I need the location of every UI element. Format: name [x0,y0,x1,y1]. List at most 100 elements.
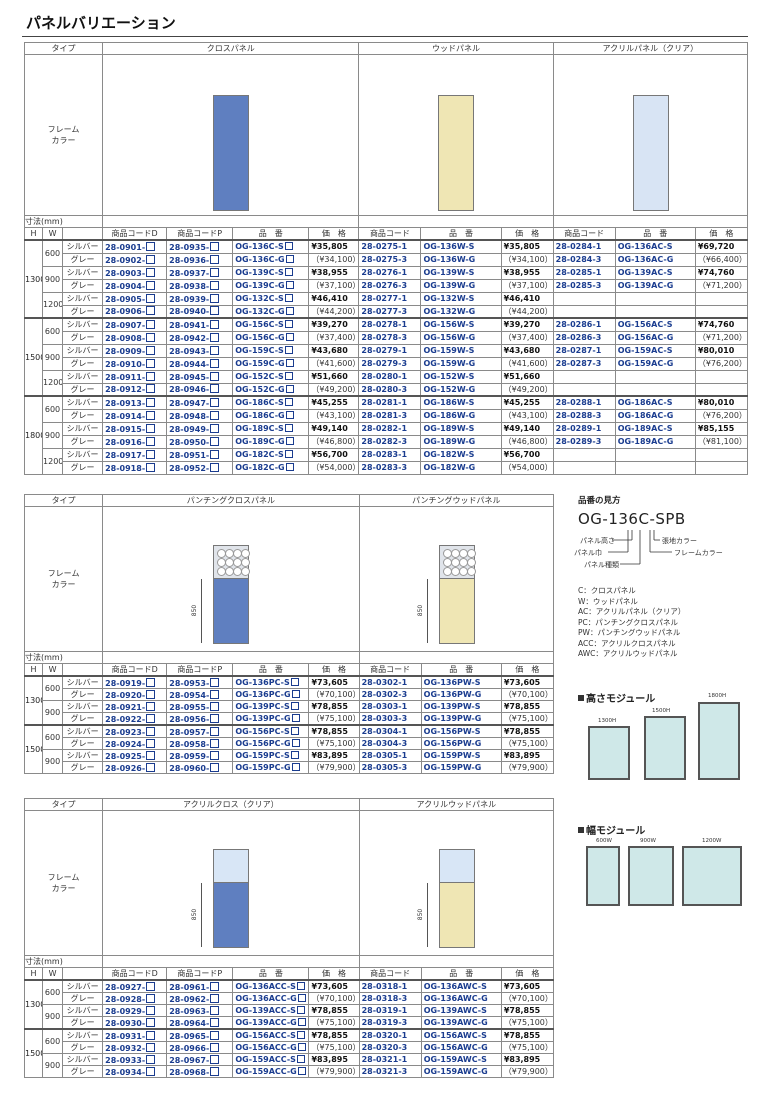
width-module-title: 幅モジュール [578,822,645,837]
checkbox-icon [146,293,156,303]
model-number: OG-139AC-G [614,278,696,293]
width-value: 600 [42,979,64,1005]
checkbox-icon [210,689,220,699]
silver-label: シルバー [62,447,104,462]
price-header: 価 格 [694,227,749,241]
price: ¥78,855 [500,1004,555,1017]
product-code-p: 28-0938- [166,278,234,293]
checkbox-icon [210,1042,220,1052]
checkbox-icon [146,254,156,264]
code-text: 28-0927- [105,982,146,992]
checkbox-icon [146,677,156,687]
model-number: OG-156ACC-S [232,1028,310,1042]
product-header: クロスパネル [102,42,360,55]
checkbox-icon [146,398,156,407]
gray-label: グレー [62,460,104,475]
model-number: OG-136AC-G [614,252,696,267]
model-number: OG-136ACC-S [232,979,310,993]
width-module-900 [628,846,674,906]
product-code-p: 28-0950- [166,434,234,449]
price: （¥49,200） [500,382,554,397]
product-code: 28-0282-3 [358,434,422,449]
product-code-d: 28-0924- [102,737,168,750]
checkbox-icon [296,1055,305,1063]
checkbox-icon [210,1017,220,1027]
gray-label: グレー [62,1041,104,1054]
model-header: 品 番 [232,227,310,241]
product-code: 28-0279-3 [358,356,422,371]
price: ¥80,010 [694,395,749,410]
model-number: OG-159C-G [232,356,310,371]
punch-holes [442,549,476,576]
section-3-table: タイプ アクリルクロス（クリア） アクリルウッドパネル フレーム カラー 850 850 寸法… [23,798,555,1078]
product-code: 28-0280-1 [358,369,422,384]
product-code-d: 28-0902- [102,252,168,267]
naming-part-height: パネル高さ [580,537,615,545]
model-number [614,291,696,306]
legend-item: W：ウッドパネル [578,596,638,606]
silver-label: シルバー [62,317,104,332]
dimension-850: 850 [191,908,199,921]
product-code-p: 28-0961- [166,979,234,993]
price: （¥49,200） [308,382,360,397]
model-number: OG-186W-G [420,408,502,423]
product-code-d: 28-0926- [102,761,168,774]
price: ¥80,010 [694,343,749,358]
code-text: 28-0946- [169,385,210,395]
checkbox-icon [146,1017,156,1027]
frame-color-label: フレーム カラー [23,810,104,956]
checkbox-icon [285,411,294,419]
panel-lower-illustration [438,882,475,948]
product-code [552,291,616,306]
price: ¥83,895 [308,749,360,762]
model-number: OG-136PW-G [420,688,502,701]
model-text: OG-152C-G [235,384,285,394]
silver-label: シルバー [62,369,104,384]
width-value: 600 [42,675,64,701]
naming-legend: C：クロスパネル W：ウッドパネル AC：アクリルパネル（クリア） PC：パンチングク… [578,586,685,660]
product-code-d: 28-0915- [102,421,168,436]
naming-part-fabric-color: 張地カラー [662,537,697,545]
width-value: 900 [42,749,64,774]
code-text: 28-0947- [169,398,210,408]
model-number: OG-132W-S [420,291,502,306]
price: ¥78,855 [500,1028,555,1042]
checkbox-icon [284,242,293,251]
price: （¥76,200） [694,356,749,371]
model-text: OG-159ACC-S [235,1055,296,1064]
price: （¥44,200） [308,304,360,319]
price: （¥46,800） [500,434,554,449]
model-text: OG-156ACC-S [235,1031,296,1040]
checkbox-icon [296,982,305,990]
width-value: 600 [42,239,64,267]
product-header: ウッドパネル [358,42,554,55]
product-code-p: 28-0962- [166,992,234,1005]
product-code: 28-0318-1 [358,979,422,993]
price: （¥75,100） [308,1016,360,1030]
product-code: 28-0303-1 [358,700,422,713]
height-value: 1500 [23,317,44,397]
panel-lower-illustration [213,578,250,644]
code-text: 28-0937- [169,268,210,278]
model-number: OG-136W-G [420,252,502,267]
dimension-line [426,883,428,947]
model-number: OG-139W-S [420,265,502,280]
model-number: OG-139PW-G [420,712,502,726]
width-value: 600 [42,395,64,423]
price: （¥37,100） [500,278,554,293]
price [694,369,749,384]
code-text: 28-0931- [105,1031,146,1041]
product-code: 28-0318-3 [358,992,422,1005]
model-number: OG-136PW-S [420,675,502,689]
model-text: OG-159C-S [235,346,284,355]
product-code-p: 28-0967- [166,1053,234,1066]
model-number: OG-139ACC-G [232,1016,310,1030]
model-number: OG-159C-S [232,343,310,358]
product-code: 28-0281-3 [358,408,422,423]
checkbox-icon [210,306,220,316]
checkbox-icon [284,268,293,276]
checkbox-icon [296,1006,305,1014]
price: （¥46,800） [308,434,360,449]
model-number: OG-136PC-G [232,688,310,701]
model-number: OG-156PW-G [420,737,502,750]
